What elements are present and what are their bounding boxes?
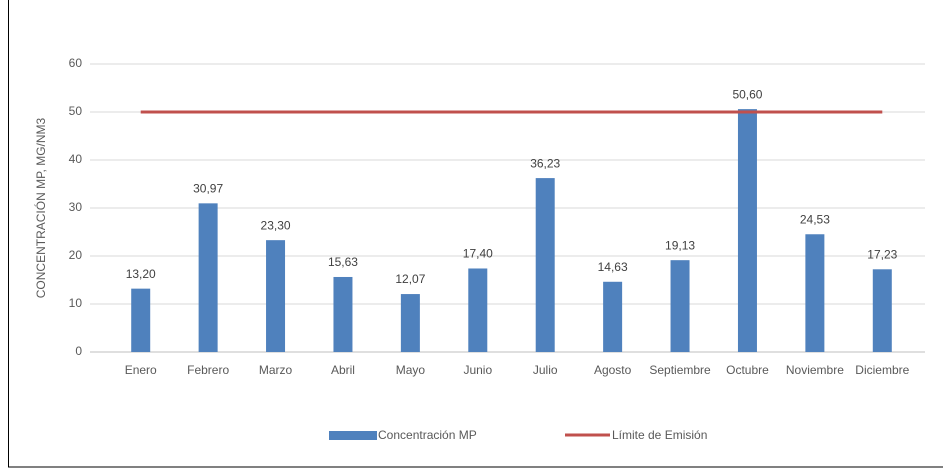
bar bbox=[198, 203, 218, 352]
data-label: 12,07 bbox=[395, 272, 425, 286]
y-tick-label: 20 bbox=[69, 248, 83, 262]
data-label: 23,30 bbox=[261, 218, 291, 232]
bar bbox=[805, 234, 825, 352]
y-tick-label: 10 bbox=[69, 296, 83, 310]
y-tick-label: 60 bbox=[69, 56, 83, 70]
x-tick-label: Octubre bbox=[726, 363, 769, 377]
x-tick-label: Junio bbox=[463, 363, 492, 377]
x-tick-label: Enero bbox=[125, 363, 157, 377]
x-tick-label: Julio bbox=[533, 363, 558, 377]
legend-label: Concentración MP bbox=[378, 428, 477, 442]
x-tick-label: Septiembre bbox=[649, 363, 711, 377]
data-label: 30,97 bbox=[193, 182, 223, 196]
x-tick-label: Agosto bbox=[594, 363, 632, 377]
bar bbox=[400, 294, 420, 352]
data-label: 50,60 bbox=[732, 87, 762, 101]
y-tick-label: 50 bbox=[69, 104, 83, 118]
y-tick-label: 0 bbox=[75, 344, 82, 358]
x-tick-label: Marzo bbox=[259, 363, 293, 377]
bar bbox=[603, 281, 623, 352]
bar bbox=[737, 109, 757, 353]
data-label: 19,13 bbox=[665, 238, 695, 252]
x-tick-label: Febrero bbox=[187, 363, 229, 377]
legend-swatch bbox=[329, 431, 377, 440]
chart-border bbox=[8, 0, 943, 468]
bar bbox=[333, 276, 353, 352]
x-tick-label: Diciembre bbox=[855, 363, 909, 377]
x-tick-label: Noviembre bbox=[786, 363, 844, 377]
bar bbox=[266, 240, 286, 352]
y-axis-label: CONCENTRACIÓN MP, MG/NM3 bbox=[33, 117, 48, 298]
bar bbox=[535, 178, 555, 352]
data-label: 36,23 bbox=[530, 156, 560, 170]
bar bbox=[670, 260, 690, 352]
y-tick-label: 30 bbox=[69, 200, 83, 214]
x-tick-label: Abril bbox=[331, 363, 355, 377]
data-label: 14,63 bbox=[598, 260, 628, 274]
x-tick-label: Mayo bbox=[396, 363, 426, 377]
bar bbox=[468, 268, 488, 352]
data-label: 17,40 bbox=[463, 247, 493, 261]
bar bbox=[131, 288, 151, 352]
bar bbox=[872, 269, 892, 352]
data-label: 13,20 bbox=[126, 267, 156, 281]
data-label: 24,53 bbox=[800, 212, 830, 226]
data-label: 15,63 bbox=[328, 255, 358, 269]
legend-label: Límite de Emisión bbox=[612, 428, 707, 442]
data-label: 17,23 bbox=[867, 247, 897, 261]
y-tick-label: 40 bbox=[69, 152, 83, 166]
